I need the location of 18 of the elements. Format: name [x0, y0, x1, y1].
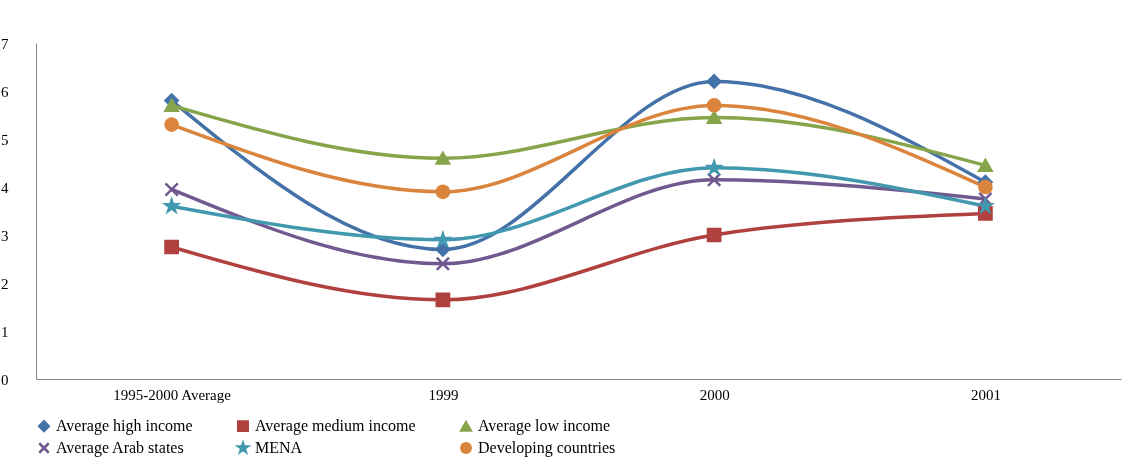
legend-label: Average Arab states [56, 439, 184, 457]
y-tick-label: 0 [1, 371, 9, 388]
y-tick-label: 4 [1, 179, 9, 196]
x-tick-label: 1995-2000 Average [113, 386, 232, 403]
x-tick-label: 2001 [970, 386, 1001, 403]
legend-label: Average low income [478, 417, 611, 436]
legend-label: Average medium income [255, 417, 416, 436]
legend-label: Average high income [56, 417, 193, 436]
y-tick-label: 2 [1, 275, 9, 292]
y-tick-label: 7 [1, 35, 9, 52]
legend-label: MENA [255, 439, 303, 456]
x-tick-label: 2000 [699, 386, 730, 403]
y-tick-label: 5 [1, 131, 9, 148]
y-tick-label: 1 [1, 323, 9, 340]
x-tick-label: 1999 [428, 386, 459, 403]
legend-label: Developing countries [478, 439, 616, 457]
y-tick-label: 3 [1, 227, 9, 244]
y-tick-label: 6 [1, 83, 9, 100]
